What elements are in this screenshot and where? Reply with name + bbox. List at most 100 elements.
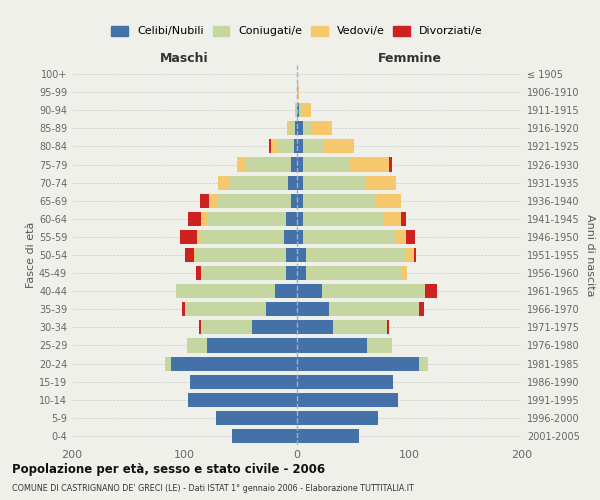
Bar [297, 230, 302, 244]
Bar [297, 212, 302, 226]
Bar [302, 230, 395, 244]
Bar [216, 411, 297, 425]
Text: COMUNE DI CASTRIGNANO DE' GRECI (LE) - Dati ISTAT 1° gennaio 2006 - Elaborazione: COMUNE DI CASTRIGNANO DE' GRECI (LE) - D… [12, 484, 414, 493]
Legend: Celibi/Nubili, Coniugati/e, Vedovi/e, Divorziati/e: Celibi/Nubili, Coniugati/e, Vedovi/e, Di… [107, 21, 487, 41]
Bar [277, 140, 293, 153]
Bar [302, 194, 376, 208]
Bar [395, 230, 406, 244]
Bar [286, 212, 297, 226]
Text: Popolazione per età, sesso e stato civile - 2006: Popolazione per età, sesso e stato civil… [12, 462, 325, 475]
Bar [171, 356, 297, 370]
Bar [350, 158, 389, 172]
Bar [190, 374, 297, 388]
Bar [297, 284, 322, 298]
Bar [401, 212, 406, 226]
Bar [207, 338, 297, 352]
Bar [209, 194, 218, 208]
Bar [323, 140, 355, 153]
Bar [405, 248, 414, 262]
Bar [297, 103, 299, 118]
Bar [218, 176, 229, 190]
Bar [297, 122, 302, 136]
Bar [297, 266, 306, 280]
Y-axis label: Anni di nascita: Anni di nascita [585, 214, 595, 296]
Bar [297, 158, 302, 172]
Bar [297, 320, 333, 334]
Bar [297, 429, 359, 443]
Bar [238, 158, 247, 172]
Bar [297, 140, 302, 153]
Bar [269, 140, 271, 153]
Bar [202, 320, 252, 334]
Bar [297, 302, 329, 316]
Bar [180, 230, 197, 244]
Bar [297, 176, 302, 190]
Bar [202, 212, 207, 226]
Bar [295, 122, 297, 136]
Bar [297, 248, 306, 262]
Bar [425, 284, 437, 298]
Bar [202, 266, 286, 280]
Bar [406, 230, 415, 244]
Bar [302, 140, 323, 153]
Bar [302, 122, 311, 136]
Bar [284, 230, 297, 244]
Bar [176, 284, 275, 298]
Bar [302, 103, 311, 118]
Bar [265, 302, 297, 316]
Bar [329, 302, 419, 316]
Bar [232, 429, 297, 443]
Bar [286, 248, 297, 262]
Bar [365, 176, 396, 190]
Bar [333, 320, 387, 334]
Bar [247, 158, 292, 172]
Bar [376, 194, 401, 208]
Bar [297, 374, 392, 388]
Bar [292, 158, 297, 172]
Bar [182, 302, 185, 316]
Bar [193, 248, 196, 262]
Bar [297, 392, 398, 407]
Bar [275, 284, 297, 298]
Bar [286, 266, 297, 280]
Bar [302, 176, 365, 190]
Bar [297, 194, 302, 208]
Bar [287, 122, 289, 136]
Bar [187, 338, 207, 352]
Bar [252, 320, 297, 334]
Bar [387, 320, 389, 334]
Y-axis label: Fasce di età: Fasce di età [26, 222, 36, 288]
Bar [297, 411, 378, 425]
Bar [419, 356, 427, 370]
Bar [289, 122, 295, 136]
Bar [389, 158, 392, 172]
Bar [185, 302, 265, 316]
Bar [188, 212, 202, 226]
Bar [229, 176, 288, 190]
Bar [383, 212, 401, 226]
Bar [299, 103, 302, 118]
Bar [302, 212, 383, 226]
Text: Femmine: Femmine [377, 52, 442, 65]
Bar [166, 356, 171, 370]
Bar [288, 176, 297, 190]
Bar [199, 320, 202, 334]
Bar [419, 302, 424, 316]
Bar [367, 338, 392, 352]
Bar [297, 85, 299, 99]
Bar [306, 248, 405, 262]
Bar [306, 266, 401, 280]
Bar [311, 122, 332, 136]
Bar [218, 194, 292, 208]
Bar [200, 194, 209, 208]
Bar [199, 230, 284, 244]
Bar [185, 248, 193, 262]
Bar [414, 248, 416, 262]
Bar [322, 284, 425, 298]
Text: Maschi: Maschi [160, 52, 209, 65]
Bar [297, 356, 419, 370]
Bar [197, 230, 199, 244]
Bar [293, 140, 297, 153]
Bar [271, 140, 277, 153]
Bar [196, 248, 286, 262]
